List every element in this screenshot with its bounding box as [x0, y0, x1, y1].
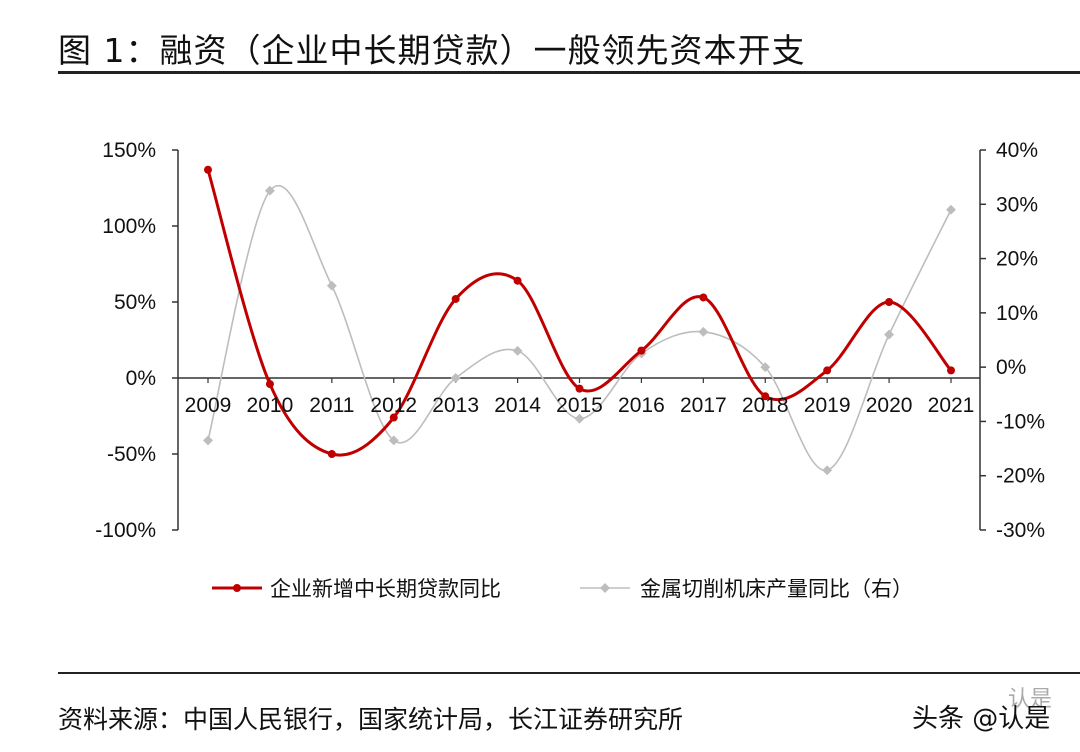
left-tick-label: -100% [95, 519, 156, 542]
machine-tool-output-line [207, 184, 952, 472]
right-tick-label: -20% [996, 465, 1045, 488]
watermark-logo: 认是 [1008, 687, 1053, 712]
machine-tool-point [388, 435, 399, 446]
right-tick-label: -10% [996, 410, 1045, 433]
machine-tool-point [822, 465, 833, 476]
loan-growth-point [327, 450, 336, 458]
left-tick-label: -50% [107, 443, 156, 466]
loan-growth-point [947, 366, 955, 375]
loan-growth-point [389, 413, 398, 422]
loan-growth-point [451, 294, 460, 303]
loan-growth-point [265, 380, 274, 389]
x-tick-label: 2019 [804, 394, 851, 417]
machine-tool-point [884, 329, 895, 340]
right-tick-label: 40% [996, 139, 1038, 162]
footer-rule [58, 672, 1080, 674]
series-layer [203, 165, 956, 476]
legend-label-machine: 金属切削机床产量同比（右） [640, 577, 913, 601]
x-tick-label: 2012 [370, 394, 417, 417]
loan-growth-point [204, 165, 212, 174]
x-tick-label: 2010 [247, 394, 294, 417]
machine-tool-point [760, 362, 771, 373]
loan-growth-point [513, 276, 522, 285]
x-tick-label: 2011 [309, 394, 354, 417]
left-tick-label: 0% [126, 367, 156, 390]
left-tick-label: 50% [114, 291, 156, 314]
loan-growth-point [885, 298, 894, 306]
legend: 企业新增中长期贷款同比 金属切削机床产量同比（右） [212, 577, 913, 601]
machine-tool-point [264, 185, 275, 196]
title-rule [58, 71, 1080, 74]
machine-tool-point [512, 345, 523, 356]
machine-tool-point [698, 326, 709, 337]
figure-title: 图 1：融资（企业中长期贷款）一般领先资本开支 [58, 31, 806, 70]
x-tick-label: 2021 [928, 394, 975, 417]
left-tick-label: 150% [102, 139, 156, 162]
right-tick-label: 0% [996, 356, 1026, 379]
right-tick-label: 20% [996, 248, 1038, 271]
loan-growth-point [823, 366, 832, 375]
loan-growth-point [699, 293, 708, 302]
x-tick-label: 2014 [494, 394, 541, 417]
x-tick-label: 2013 [432, 394, 479, 417]
legend-label-loan: 企业新增中长期贷款同比 [270, 577, 501, 601]
chart-axes [172, 149, 986, 531]
legend-marker-machine [600, 583, 610, 593]
machine-tool-point [326, 280, 337, 291]
x-tick-label: 2020 [866, 394, 913, 417]
loan-growth-point [637, 346, 646, 355]
right-tick-label: -30% [996, 519, 1045, 542]
machine-tool-point [450, 373, 461, 383]
loan-growth-point [575, 384, 584, 393]
tick-labels: 150% 100% 50% 0% -50% -100% 40% 30% 20% 10% 0% -10%… [95, 139, 1045, 542]
machine-tool-point [574, 413, 585, 424]
machine-tool-point [203, 435, 213, 446]
watermark: 头条 @认是 [912, 704, 1051, 734]
x-tick-label: 2016 [618, 394, 665, 417]
loan-growth-point [761, 392, 770, 401]
x-tick-label: 2009 [185, 394, 232, 417]
legend-marker-loan [233, 584, 241, 592]
right-tick-label: 30% [996, 193, 1038, 216]
x-tick-label: 2015 [556, 394, 603, 417]
right-tick-label: 10% [996, 302, 1038, 325]
source-note: 资料来源：中国人民银行，国家统计局，长江证券研究所 [58, 705, 684, 734]
left-tick-label: 100% [102, 215, 156, 238]
x-tick-label: 2017 [680, 394, 727, 417]
machine-tool-point [946, 204, 956, 215]
x-tick-label: 2018 [742, 394, 789, 417]
